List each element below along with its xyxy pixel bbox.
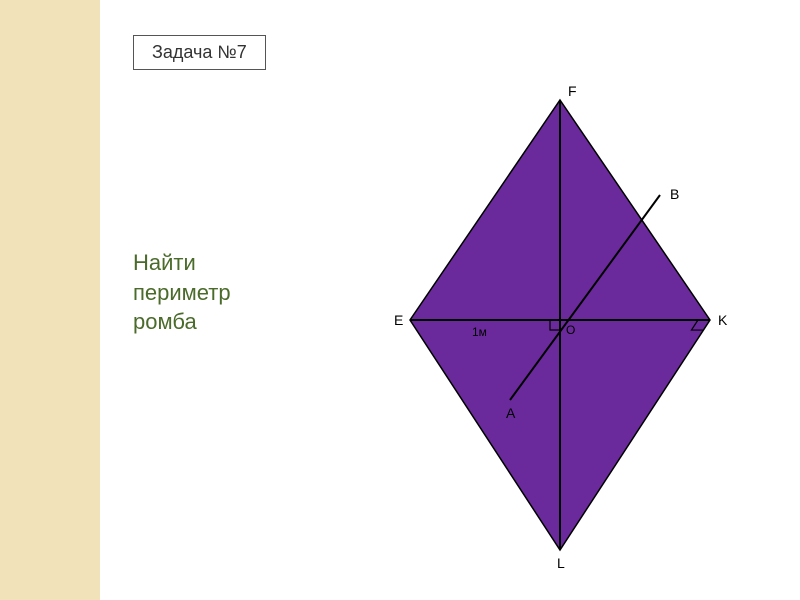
- label-B: B: [670, 186, 679, 202]
- label-A: A: [506, 405, 516, 421]
- label-K: K: [718, 312, 728, 328]
- task-title-box: Задача №7: [133, 35, 266, 70]
- label-E: E: [394, 312, 403, 328]
- rhombus-diagram: F K L E A B O 1м: [350, 90, 770, 570]
- label-L: L: [557, 555, 565, 571]
- diagram-svg: F K L E A B O 1м: [350, 90, 770, 570]
- measurement-label: 1м: [472, 325, 487, 339]
- task-title-label: Задача №7: [152, 42, 247, 62]
- label-O: O: [566, 323, 575, 337]
- left-accent-strip: [0, 0, 100, 600]
- task-prompt: Найти периметр ромба: [133, 248, 231, 337]
- prompt-line-3: ромба: [133, 309, 197, 334]
- prompt-line-1: Найти: [133, 250, 196, 275]
- prompt-line-2: периметр: [133, 280, 231, 305]
- label-F: F: [568, 83, 577, 99]
